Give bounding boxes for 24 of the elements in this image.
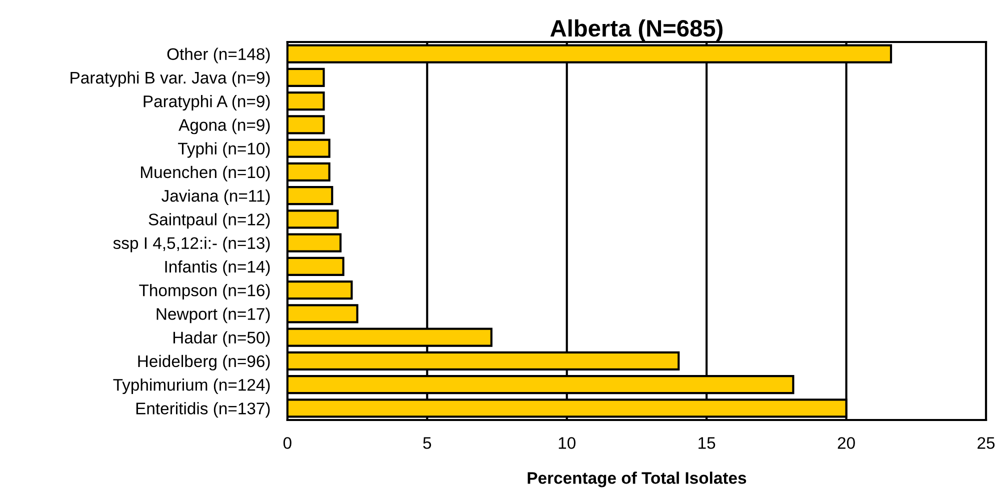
y-tick-label: Muenchen (n=10): [141, 166, 270, 182]
y-tick-label: Typhi (n=10): [178, 142, 270, 158]
y-tick-label: Paratyphi B var. Java (n=9): [70, 71, 270, 87]
y-tick-label: Infantis (n=14): [165, 260, 270, 276]
y-tick-label: ssp I 4,5,12:i:- (n=13): [113, 236, 270, 252]
x-tick-label: 0: [283, 437, 292, 449]
y-tick-label: Other (n=148): [167, 48, 270, 64]
chart-title: Alberta (N=685): [550, 19, 722, 42]
x-tick-label: 10: [558, 437, 576, 449]
y-tick-label: Javiana (n=11): [162, 190, 270, 206]
y-tick-label: Saintpaul (n=12): [148, 213, 270, 229]
y-tick-label: Paratyphi A (n=9): [144, 95, 270, 111]
x-tick-label: 15: [698, 437, 716, 449]
x-tick-label: 20: [838, 437, 855, 449]
y-tick-label: Hadar (n=50): [173, 331, 270, 347]
y-tick-label: Newport (n=17): [156, 308, 270, 324]
y-tick-label: Agona (n=9): [178, 118, 270, 134]
x-axis-title: Percentage of Total Isolates: [528, 472, 746, 488]
x-tick-label: 25: [978, 437, 995, 449]
y-tick-label: Enteritidis (n=137): [136, 402, 270, 418]
y-tick-label: Thompson (n=16): [139, 284, 270, 300]
x-tick-label: 5: [423, 437, 432, 449]
y-tick-label: Heidelberg (n=96): [138, 354, 270, 370]
y-tick-label: Typhimurium (n=124): [113, 378, 270, 394]
